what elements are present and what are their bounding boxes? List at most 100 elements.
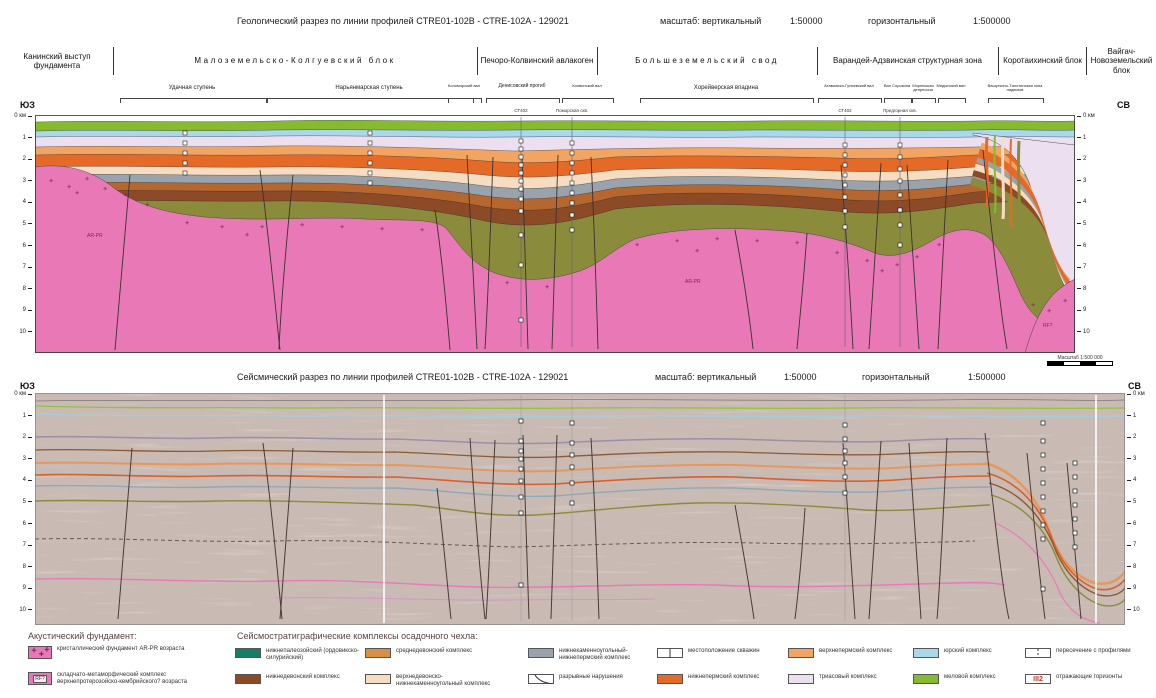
basement-plus-marks: + + + + + + + + + + + + + + + + + + + + + + + + + + + + + + + + <box>49 175 1067 315</box>
svg-text:+: + <box>865 257 869 265</box>
svg-text:+: + <box>505 279 509 287</box>
subzone-bracket <box>120 98 267 103</box>
block-divider <box>1086 47 1087 75</box>
svg-text:+: + <box>380 225 384 233</box>
seismic-svg <box>34 393 1127 625</box>
subzone-bracket <box>640 98 814 103</box>
color-swatch <box>913 648 939 658</box>
seismic-well-markers <box>518 418 1078 592</box>
geo-panel-frame <box>35 115 1075 353</box>
geo-depth-scale-right: 0 км 1 2 3 4 5 6 7 8 9 10 <box>1077 112 1099 336</box>
subzone-khoreyverskaya: Хорейверская впадина <box>693 85 759 91</box>
seismic-depth-scale-left: 0 км 1 2 3 4 5 6 7 8 9 10 <box>10 390 32 614</box>
color-swatch <box>235 648 261 658</box>
color-swatch <box>913 674 939 684</box>
svg-text:+: + <box>420 226 424 234</box>
legend-item-middle-devonian: среднедевонский комплекс <box>365 648 500 666</box>
svg-text:+: + <box>880 267 884 275</box>
fault-symbol-icon <box>528 674 554 684</box>
seismic-depth-scale-right: 0 км 1 2 3 4 5 6 7 8 9 10 <box>1127 390 1149 614</box>
block-divider <box>477 47 478 75</box>
color-swatch <box>788 674 814 684</box>
subzone-bracket <box>267 98 474 103</box>
svg-text:+: + <box>635 241 639 249</box>
seismic-scale-label: масштаб: вертикальный <box>655 372 757 382</box>
geo-depth-scale-left: 0 км 1 2 3 4 5 6 7 8 9 10 <box>10 112 32 336</box>
seismic-trace-gap <box>1095 395 1097 623</box>
seismic-scale-horizontal-label: горизонтальный <box>862 372 930 382</box>
basement-layer <box>34 165 1076 354</box>
svg-text:+: + <box>67 183 71 191</box>
svg-text:+: + <box>185 219 189 227</box>
svg-text:+: + <box>49 177 53 185</box>
geo-sw-label: ЮЗ <box>20 100 35 110</box>
legend-basement-title: Акустический фундамент: <box>28 631 137 641</box>
subzone-udachnaya: Удачная ступень <box>168 85 216 91</box>
geo-scale-vertical: 1:50000 <box>790 16 823 26</box>
well-label-3: СТ402 <box>838 108 852 113</box>
geo-title: Геологический разрез по линии профилей C… <box>237 16 569 26</box>
geo-ne-label: СВ <box>1117 100 1130 110</box>
legend-item-reflecting-horizons: III2 отражающие горизонты <box>1025 674 1146 692</box>
color-swatch <box>528 648 554 658</box>
seismic-panel-frame <box>35 393 1125 625</box>
subzone-bracket <box>884 98 912 103</box>
legend-basement-column: кристаллический фундамент AR-PR возраста… <box>28 646 228 690</box>
block-malozemelsky: Малоземельско-Колгуевский блок <box>194 56 396 66</box>
block-vaygach: Вайгач-Новоземельский блок <box>1090 47 1153 75</box>
well-label-4: Предгорная скв. <box>883 108 917 113</box>
block-pechoro-kolvinsky: Печоро-Колвинский авлакоген <box>480 56 594 66</box>
subzone-bracket <box>938 98 966 103</box>
seismic-noise-texture <box>35 393 1125 625</box>
svg-text:+: + <box>1031 301 1035 309</box>
well-markers <box>182 130 903 323</box>
seismic-cross-section <box>34 393 1127 625</box>
svg-text:+: + <box>340 223 344 231</box>
legend-item-lower-paleozoic: нижнепалеозойский (ордовикско-силурийски… <box>235 648 370 666</box>
svg-text:+: + <box>245 231 249 239</box>
legend-item-well-location: местоположение скважин <box>657 648 792 666</box>
subzone-bracket <box>818 98 882 103</box>
legend-item-triassic: триасовый комплекс <box>788 674 923 692</box>
map-scalebar: Масштаб 1:500 000 <box>1047 355 1113 366</box>
legend-complexes-title: Сейсмостратиграфические комплексы осадоч… <box>237 631 478 641</box>
subzone-bracket <box>988 98 1044 103</box>
legend-column-4: местоположение скважин нижнепермский ком… <box>657 648 792 692</box>
svg-text:AR-PR: AR-PR <box>87 233 103 239</box>
legend-item-folded-metamorphic: RF? складчато-метаморфический комплекс в… <box>28 672 228 690</box>
subzone-medynsky: Медынский вал <box>936 83 966 88</box>
seismic-horizons <box>34 399 1126 601</box>
svg-text:+: + <box>103 185 107 193</box>
svg-text:+: + <box>895 261 899 269</box>
subzone-bracket <box>448 98 482 103</box>
block-varandey-adzvinsky: Варандей-Адзвинская структурная зона <box>833 56 982 66</box>
svg-text:+: + <box>915 253 919 261</box>
svg-text:+: + <box>220 223 224 231</box>
seismic-title: Сейсмический разрез по линии профилей CT… <box>237 372 569 382</box>
scalebar-graphic <box>1047 361 1113 366</box>
color-swatch <box>235 674 261 684</box>
block-divider <box>113 47 114 75</box>
svg-text:+: + <box>795 239 799 247</box>
legend-item-upper-devonian: верхнедевонско-нижнекаменноугольный комп… <box>365 674 500 692</box>
subzone-kolvinsky: Колвинский вал <box>572 83 602 88</box>
subzone-atamansko-gulyaevsky: Атаманско-Гуляевский вал <box>824 83 874 88</box>
basement-text-labels: AR-PR AR-PR RF? <box>87 233 1053 329</box>
svg-text:+: + <box>1047 307 1051 315</box>
svg-text:+: + <box>300 221 304 229</box>
geology-svg: + + + + + + + + + + + + + + + + + + + + + + + + + + + + + + + + A… <box>34 115 1079 354</box>
plus-pattern-swatch-icon <box>28 646 52 659</box>
seismic-scale-vertical: 1:50000 <box>784 372 817 382</box>
subzone-naryanmarskaya: Нарьянмарская ступень <box>335 85 403 91</box>
svg-text:+: + <box>835 249 839 257</box>
block-kaninsky: Канинский выступ фундамента <box>23 51 91 70</box>
svg-text:+: + <box>715 235 719 243</box>
subzone-denisovsky: Денисовский прогиб <box>498 83 546 89</box>
legend-item-cretaceous: меловой комплекс <box>913 674 1048 692</box>
subzone-bracket <box>912 98 936 103</box>
legend-item-upper-permian: верхнепермский комплекс <box>788 648 923 666</box>
fault-lines <box>114 149 1008 351</box>
svg-text:+: + <box>937 241 941 249</box>
scalebar-label: Масштаб 1:500 000 <box>1057 355 1103 361</box>
